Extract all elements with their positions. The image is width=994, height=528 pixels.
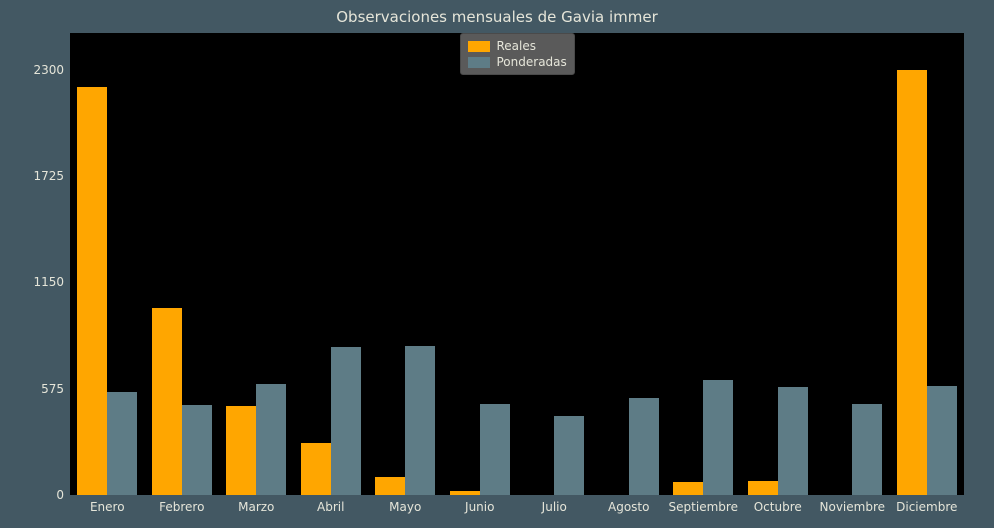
bar-reales-4 [375, 477, 405, 495]
bar-ponderadas-6 [554, 416, 584, 495]
bar-reales-2 [226, 406, 256, 495]
ytick-label: 1150 [33, 275, 64, 289]
bar-ponderadas-1 [182, 405, 212, 495]
bar-ponderadas-5 [480, 404, 510, 495]
bar-reales-5 [450, 491, 480, 495]
legend-item: Ponderadas [468, 54, 567, 70]
legend-swatch [468, 41, 490, 52]
bar-ponderadas-2 [256, 384, 286, 495]
plot-area: RealesPonderadas [70, 33, 964, 495]
xtick-label: Junio [465, 500, 494, 514]
xtick-label: Septiembre [669, 500, 738, 514]
bar-ponderadas-9 [778, 387, 808, 495]
bar-ponderadas-7 [629, 398, 659, 495]
legend-item: Reales [468, 38, 567, 54]
bar-ponderadas-8 [703, 380, 733, 496]
xtick-label: Noviembre [820, 500, 886, 514]
bar-reales-1 [152, 308, 182, 495]
legend-label: Ponderadas [497, 54, 567, 70]
bar-reales-8 [673, 482, 703, 495]
bar-ponderadas-11 [927, 386, 957, 495]
chart-title: Observaciones mensuales de Gavia immer [0, 8, 994, 26]
ytick-label: 2300 [33, 63, 64, 77]
xtick-label: Julio [542, 500, 567, 514]
xtick-label: Marzo [238, 500, 274, 514]
ytick-label: 575 [41, 382, 64, 396]
xtick-label: Febrero [159, 500, 204, 514]
ytick-label: 0 [56, 488, 64, 502]
bar-ponderadas-4 [405, 346, 435, 495]
xtick-label: Octubre [754, 500, 802, 514]
xtick-label: Diciembre [896, 500, 957, 514]
legend-label: Reales [497, 38, 537, 54]
ytick-label: 1725 [33, 169, 64, 183]
xtick-label: Mayo [389, 500, 421, 514]
xtick-label: Enero [90, 500, 125, 514]
bar-reales-9 [748, 481, 778, 495]
bar-ponderadas-10 [852, 404, 882, 495]
xtick-label: Agosto [608, 500, 649, 514]
legend-swatch [468, 57, 490, 68]
bar-reales-3 [301, 443, 331, 495]
legend: RealesPonderadas [460, 33, 575, 75]
bar-ponderadas-0 [107, 392, 137, 495]
bar-ponderadas-3 [331, 347, 361, 495]
xtick-label: Abril [317, 500, 344, 514]
bar-reales-0 [77, 87, 107, 495]
bar-reales-11 [897, 70, 927, 495]
